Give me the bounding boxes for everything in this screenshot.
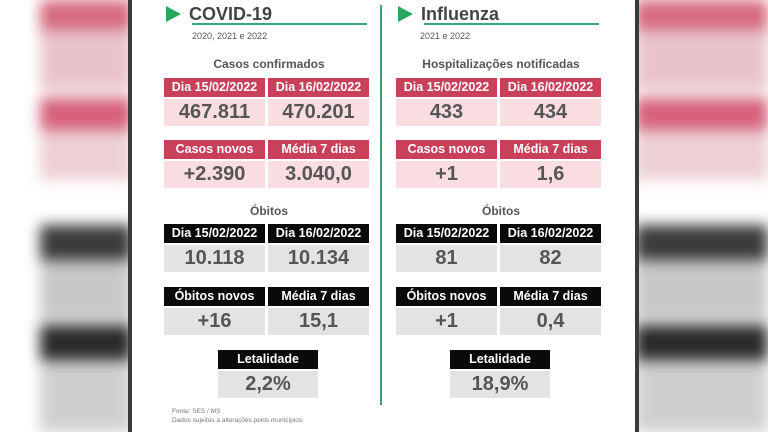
covid-deaths-day2: Dia 16/02/2022 10.134 xyxy=(268,224,369,272)
stat-value: +1 xyxy=(396,161,497,188)
influenza-cases-day1: Dia 15/02/2022 433 xyxy=(396,78,497,126)
stat-value: 433 xyxy=(396,99,497,126)
date-label: Dia 15/02/2022 xyxy=(164,78,265,97)
influenza-cases-daily: Dia 15/02/2022 433 Dia 16/02/2022 434 xyxy=(396,78,601,126)
stat-label: Óbitos novos xyxy=(396,287,497,306)
covid-deaths-daily: Dia 15/02/2022 10.118 Dia 16/02/2022 10.… xyxy=(164,224,369,272)
date-label: Dia 15/02/2022 xyxy=(164,224,265,243)
column-divider xyxy=(380,5,382,405)
date-label: Dia 15/02/2022 xyxy=(396,78,497,97)
lethality-label: Letalidade xyxy=(450,350,550,369)
influenza-lethality: Letalidade 18,9% xyxy=(450,350,550,398)
infographic-panel: COVID-19 2020, 2021 e 2022 Casos confirm… xyxy=(132,0,635,432)
stat-label: Óbitos novos xyxy=(164,287,265,306)
play-triangle-icon xyxy=(166,6,181,22)
stat-value: +1 xyxy=(396,308,497,335)
covid-cases-day1: Dia 15/02/2022 467.811 xyxy=(164,78,265,126)
influenza-deaths-section-title: Óbitos xyxy=(482,204,520,218)
stat-value: 15,1 xyxy=(268,308,369,335)
date-label: Dia 16/02/2022 xyxy=(500,224,601,243)
lethality-value: 2,2% xyxy=(218,371,318,398)
stat-label: Casos novos xyxy=(396,140,497,159)
influenza-new-deaths: Óbitos novos +1 xyxy=(396,287,497,335)
stat-value: 82 xyxy=(500,245,601,272)
influenza-cases-day2: Dia 16/02/2022 434 xyxy=(500,78,601,126)
influenza-title: Influenza xyxy=(421,3,500,24)
stat-value: +16 xyxy=(164,308,265,335)
influenza-deaths-day2: Dia 16/02/2022 82 xyxy=(500,224,601,272)
covid-title: COVID-19 xyxy=(189,3,273,24)
blurred-background-right xyxy=(635,0,768,432)
disclaimer-note: Dados sujeitos a alterações pelos municí… xyxy=(172,417,304,424)
covid-subtitle: 2020, 2021 e 2022 xyxy=(192,31,268,41)
title-underline xyxy=(192,23,367,25)
lethality-label: Letalidade xyxy=(218,350,318,369)
date-label: Dia 16/02/2022 xyxy=(268,78,369,97)
stat-label: Média 7 dias xyxy=(268,140,369,159)
influenza-new-cases: Casos novos +1 xyxy=(396,140,497,188)
influenza-cases-section-title: Hospitalizações notificadas xyxy=(422,57,580,71)
covid-cases-new: Casos novos +2.390 Média 7 dias 3.040,0 xyxy=(164,140,369,188)
covid-deaths-section-title: Óbitos xyxy=(250,204,288,218)
covid-deaths-new: Óbitos novos +16 Média 7 dias 15,1 xyxy=(164,287,369,335)
influenza-deaths-day1: Dia 15/02/2022 81 xyxy=(396,224,497,272)
source-note: Fonte: SES / MS xyxy=(172,408,221,415)
covid-lethality: Letalidade 2,2% xyxy=(218,350,318,398)
play-triangle-icon xyxy=(398,6,413,22)
title-underline xyxy=(424,23,599,25)
date-label: Dia 15/02/2022 xyxy=(396,224,497,243)
covid-cases-daily: Dia 15/02/2022 467.811 Dia 16/02/2022 47… xyxy=(164,78,369,126)
covid-cases-avg: Média 7 dias 3.040,0 xyxy=(268,140,369,188)
stat-value: 470.201 xyxy=(268,99,369,126)
stat-label: Casos novos xyxy=(164,140,265,159)
blurred-background-left xyxy=(0,0,132,432)
stat-value: 3.040,0 xyxy=(268,161,369,188)
stat-value: 467.811 xyxy=(164,99,265,126)
lethality-value: 18,9% xyxy=(450,371,550,398)
covid-new-deaths: Óbitos novos +16 xyxy=(164,287,265,335)
stat-value: 81 xyxy=(396,245,497,272)
stat-value: +2.390 xyxy=(164,161,265,188)
influenza-deaths-daily: Dia 15/02/2022 81 Dia 16/02/2022 82 xyxy=(396,224,601,272)
date-label: Dia 16/02/2022 xyxy=(268,224,369,243)
influenza-cases-new: Casos novos +1 Média 7 dias 1,6 xyxy=(396,140,601,188)
panel-edge-right xyxy=(635,0,639,432)
covid-new-cases: Casos novos +2.390 xyxy=(164,140,265,188)
covid-cases-section-title: Casos confirmados xyxy=(213,57,325,71)
influenza-cases-avg: Média 7 dias 1,6 xyxy=(500,140,601,188)
stat-label: Média 7 dias xyxy=(500,287,601,306)
covid-deaths-day1: Dia 15/02/2022 10.118 xyxy=(164,224,265,272)
influenza-subtitle: 2021 e 2022 xyxy=(420,31,471,41)
influenza-header: Influenza xyxy=(396,2,499,26)
stat-label: Média 7 dias xyxy=(500,140,601,159)
covid-cases-day2: Dia 16/02/2022 470.201 xyxy=(268,78,369,126)
stat-value: 10.118 xyxy=(164,245,265,272)
stat-value: 10.134 xyxy=(268,245,369,272)
influenza-deaths-avg: Média 7 dias 0,4 xyxy=(500,287,601,335)
stat-value: 434 xyxy=(500,99,601,126)
stat-value: 0,4 xyxy=(500,308,601,335)
date-label: Dia 16/02/2022 xyxy=(500,78,601,97)
influenza-deaths-new: Óbitos novos +1 Média 7 dias 0,4 xyxy=(396,287,601,335)
covid-deaths-avg: Média 7 dias 15,1 xyxy=(268,287,369,335)
panel-edge-left xyxy=(128,0,132,432)
covid-header: COVID-19 xyxy=(164,2,272,26)
stat-value: 1,6 xyxy=(500,161,601,188)
footer-notes: Fonte: SES / MS Dados sujeitos a alteraç… xyxy=(172,407,304,425)
stat-label: Média 7 dias xyxy=(268,287,369,306)
